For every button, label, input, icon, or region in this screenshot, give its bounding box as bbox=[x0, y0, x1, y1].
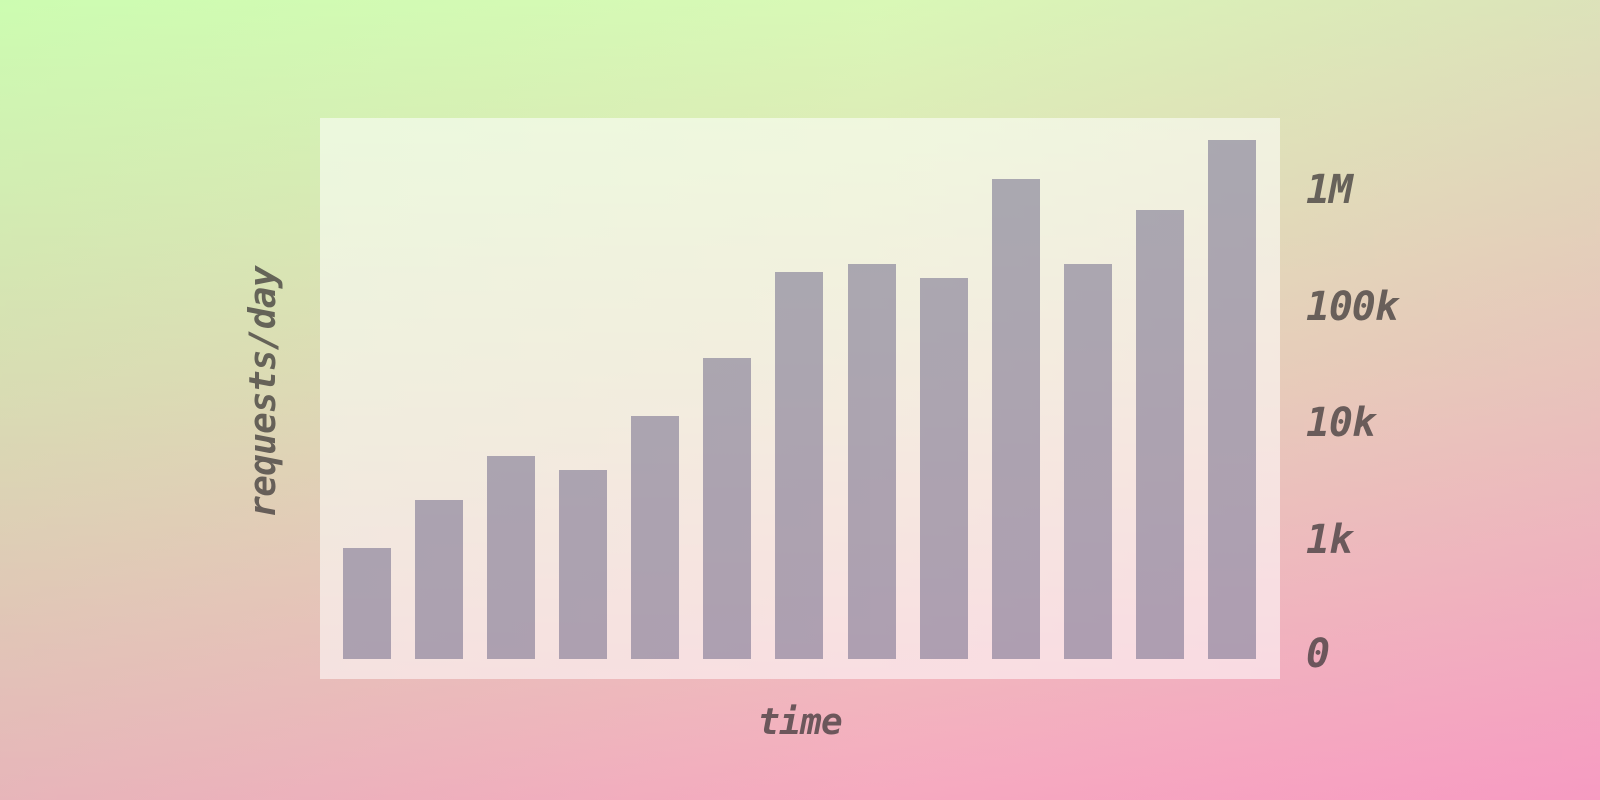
bar bbox=[991, 178, 1040, 659]
bar bbox=[1135, 210, 1184, 659]
bar bbox=[487, 456, 536, 659]
bar bbox=[631, 416, 680, 659]
bar bbox=[343, 548, 391, 659]
bar bbox=[775, 271, 824, 659]
y-tick-label: 100k bbox=[1306, 283, 1399, 330]
y-tick-label: 0 bbox=[1306, 631, 1330, 677]
x-axis-title: time bbox=[758, 702, 843, 743]
bar bbox=[847, 264, 896, 659]
y-tick-label: 1M bbox=[1306, 166, 1353, 213]
bar bbox=[919, 278, 968, 659]
bar bbox=[1063, 264, 1112, 659]
bar bbox=[703, 358, 752, 659]
plot-area bbox=[343, 139, 1256, 659]
plot-panel bbox=[320, 118, 1280, 679]
bar bbox=[415, 500, 464, 659]
y-tick-label: 1k bbox=[1306, 517, 1353, 563]
y-axis-title: requests/day bbox=[243, 266, 284, 518]
bar bbox=[1207, 139, 1256, 659]
bar bbox=[559, 469, 608, 659]
y-tick-label: 10k bbox=[1306, 400, 1376, 447]
